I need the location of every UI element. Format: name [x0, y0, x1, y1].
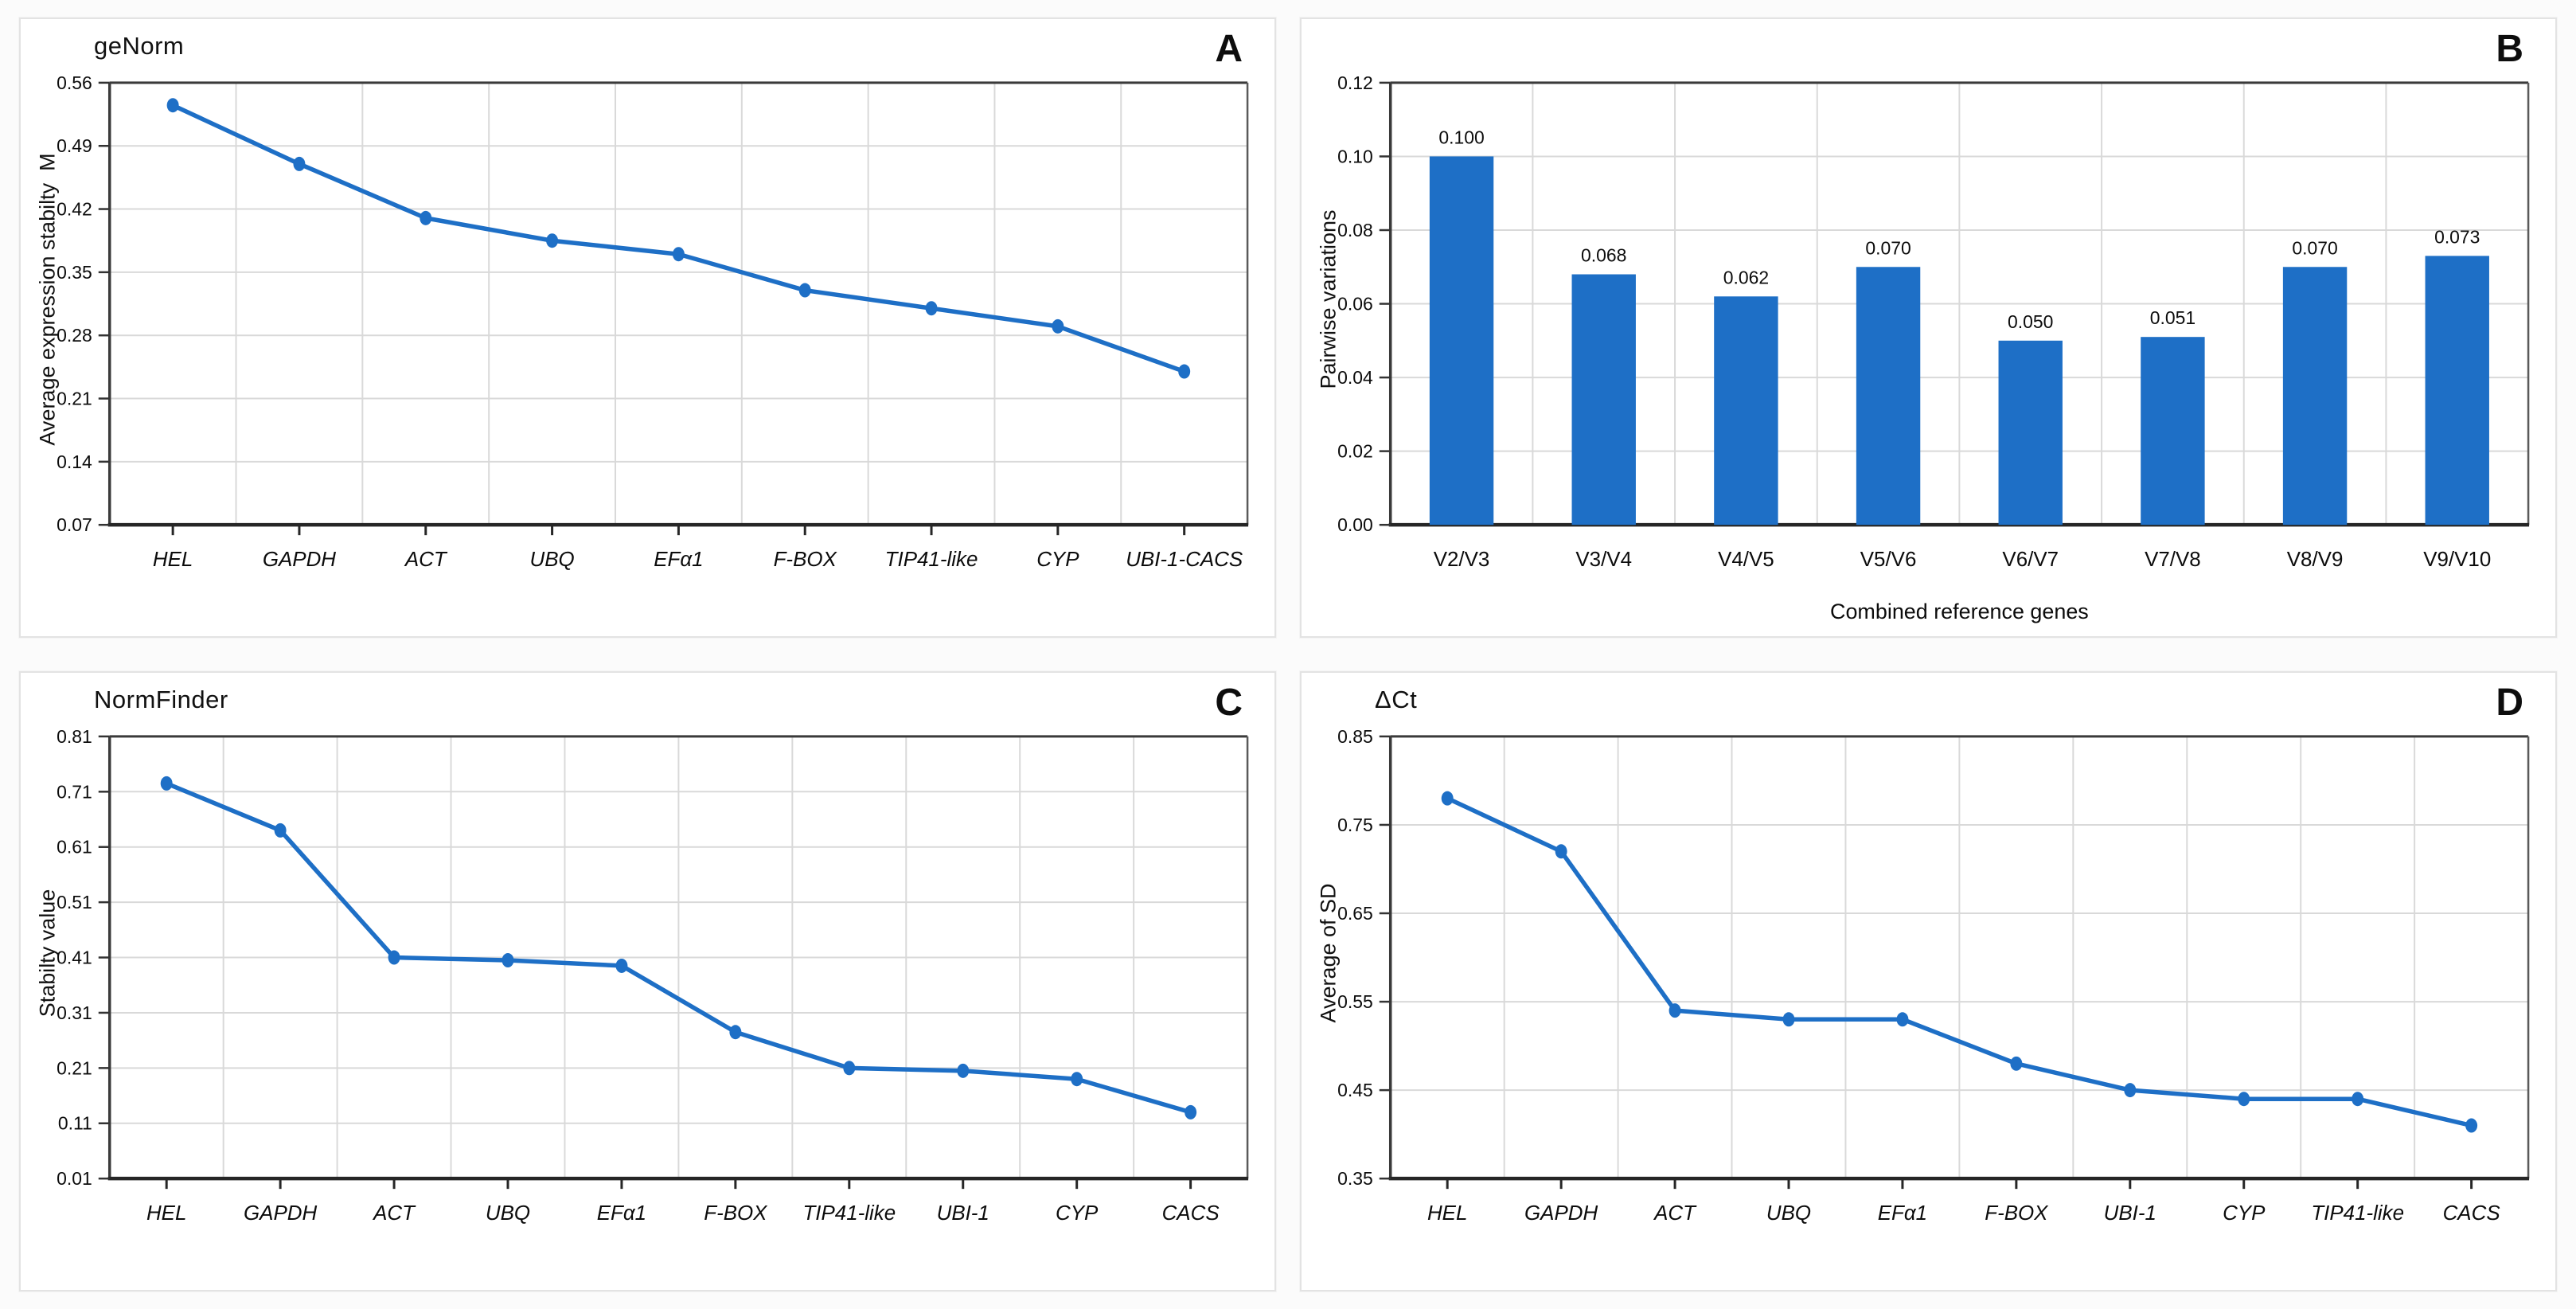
- svg-text:UBI-1: UBI-1: [937, 1202, 989, 1225]
- svg-text:0.04: 0.04: [1337, 367, 1373, 388]
- svg-text:V8/V9: V8/V9: [2287, 549, 2344, 571]
- svg-text:0.45: 0.45: [1337, 1080, 1373, 1100]
- svg-text:0.56: 0.56: [57, 72, 92, 93]
- svg-text:0.06: 0.06: [1337, 294, 1373, 315]
- svg-text:0.14: 0.14: [57, 451, 92, 472]
- svg-text:0.062: 0.062: [1723, 267, 1769, 287]
- svg-text:0.08: 0.08: [1337, 220, 1373, 240]
- svg-text:0.07: 0.07: [57, 514, 92, 535]
- pairwise-variation-bar-chart: 0.00 0.02 0.04 0.06 0.08 0.10 0.12 V2/V3 V3/V4 V4…: [1337, 72, 2530, 623]
- chart-title-genorm: geNorm: [94, 32, 185, 60]
- svg-text:TIP41-like: TIP41-like: [2311, 1202, 2404, 1225]
- panel-c-normfinder: NormFinder C Stabilty value 0.01 0.11 0.21…: [19, 671, 1276, 1291]
- svg-text:V2/V3: V2/V3: [1434, 549, 1490, 571]
- chart-title-deltact: ΔCt: [1375, 686, 1418, 713]
- normfinder-line-chart: 0.01 0.11 0.21 0.31 0.41 0.51 0.61 0.71 0.81 HEL G…: [57, 726, 1249, 1225]
- svg-text:UBI-1: UBI-1: [2104, 1202, 2156, 1225]
- svg-text:GAPDH: GAPDH: [244, 1202, 317, 1225]
- svg-text:CYP: CYP: [2223, 1202, 2266, 1225]
- svg-text:HEL: HEL: [153, 549, 193, 571]
- svg-text:HEL: HEL: [146, 1202, 186, 1225]
- svg-text:0.11: 0.11: [58, 1113, 92, 1134]
- svg-text:CACS: CACS: [2443, 1202, 2501, 1225]
- svg-text:0.35: 0.35: [57, 262, 92, 283]
- panel-letter-d: D: [2496, 682, 2523, 724]
- svg-text:F-BOX: F-BOX: [1985, 1202, 2049, 1225]
- svg-text:GAPDH: GAPDH: [263, 549, 336, 571]
- svg-text:0.31: 0.31: [57, 1002, 92, 1023]
- svg-text:CYP: CYP: [1036, 549, 1079, 571]
- svg-text:0.42: 0.42: [57, 199, 92, 220]
- svg-text:ACT: ACT: [1653, 1202, 1697, 1225]
- svg-text:UBQ: UBQ: [486, 1202, 530, 1225]
- svg-text:0.65: 0.65: [1337, 903, 1373, 924]
- delta-ct-line-chart: 0.35 0.45 0.55 0.65 0.75 0.85 HEL GAPDH ACT UBQ EF…: [1337, 726, 2530, 1225]
- svg-text:UBQ: UBQ: [529, 549, 574, 571]
- svg-text:TIP41-like: TIP41-like: [802, 1202, 896, 1225]
- svg-text:0.35: 0.35: [1337, 1168, 1373, 1189]
- svg-text:CYP: CYP: [1056, 1202, 1099, 1225]
- svg-text:0.41: 0.41: [57, 948, 92, 968]
- svg-text:EFα1: EFα1: [597, 1202, 646, 1225]
- svg-text:0.28: 0.28: [57, 325, 92, 346]
- svg-text:V3/V4: V3/V4: [1575, 549, 1632, 571]
- svg-text:0.02: 0.02: [1337, 441, 1373, 462]
- svg-text:0.01: 0.01: [57, 1168, 92, 1189]
- svg-text:0.070: 0.070: [1865, 237, 1911, 258]
- svg-text:0.21: 0.21: [57, 1057, 92, 1078]
- svg-text:TIP41-like: TIP41-like: [885, 549, 978, 571]
- svg-text:V4/V5: V4/V5: [1718, 549, 1774, 571]
- panel-a-genorm: geNorm A Average expression stabilty M 0…: [19, 18, 1276, 638]
- svg-text:0.073: 0.073: [2434, 226, 2480, 247]
- svg-text:0.100: 0.100: [1438, 127, 1484, 147]
- svg-text:ACT: ACT: [372, 1202, 416, 1225]
- svg-text:0.81: 0.81: [57, 726, 92, 747]
- panel-letter-b: B: [2496, 28, 2523, 70]
- svg-text:0.21: 0.21: [57, 389, 92, 409]
- svg-text:0.070: 0.070: [2292, 237, 2337, 258]
- svg-text:V6/V7: V6/V7: [2002, 549, 2059, 571]
- svg-text:0.12: 0.12: [1337, 72, 1373, 93]
- svg-text:V9/V10: V9/V10: [2423, 549, 2491, 571]
- panel-b-pairwise: B Pairwise variations 0.00 0.02 0.04 0.06 0.…: [1300, 18, 2557, 638]
- svg-text:EFα1: EFα1: [654, 549, 703, 571]
- svg-text:F-BOX: F-BOX: [774, 549, 838, 571]
- genorm-line-chart: 0.07 0.14 0.21 0.28 0.35 0.42 0.49 0.56 HEL GAPDH…: [57, 72, 1249, 571]
- svg-text:0.050: 0.050: [2008, 311, 2053, 332]
- svg-text:V7/V8: V7/V8: [2145, 549, 2201, 571]
- svg-text:EFα1: EFα1: [1878, 1202, 1927, 1225]
- svg-text:Combined reference genes: Combined reference genes: [1830, 600, 2089, 623]
- svg-text:0.068: 0.068: [1581, 245, 1626, 266]
- svg-text:CACS: CACS: [1162, 1202, 1220, 1225]
- svg-text:HEL: HEL: [1427, 1202, 1467, 1225]
- chart-title-normfinder: NormFinder: [94, 686, 228, 713]
- svg-text:UBI-1-CACS: UBI-1-CACS: [1126, 549, 1243, 571]
- svg-text:0.10: 0.10: [1337, 146, 1373, 166]
- svg-text:0.55: 0.55: [1337, 991, 1373, 1012]
- svg-text:0.85: 0.85: [1337, 726, 1373, 747]
- panel-d-deltact: ΔCt D Average of SD 0.35 0.45 0.55 0.65 0.75…: [1300, 671, 2557, 1291]
- svg-text:UBQ: UBQ: [1766, 1202, 1811, 1225]
- svg-text:0.51: 0.51: [57, 892, 92, 912]
- svg-text:0.61: 0.61: [57, 837, 92, 858]
- svg-text:ACT: ACT: [404, 549, 448, 571]
- svg-text:0.00: 0.00: [1337, 514, 1373, 535]
- panel-letter-a: A: [1215, 28, 1243, 70]
- svg-text:0.051: 0.051: [2150, 307, 2195, 328]
- svg-text:V5/V6: V5/V6: [1860, 549, 1917, 571]
- svg-text:GAPDH: GAPDH: [1524, 1202, 1598, 1225]
- svg-text:0.75: 0.75: [1337, 815, 1373, 835]
- panel-letter-c: C: [1215, 682, 1243, 724]
- svg-text:F-BOX: F-BOX: [704, 1202, 768, 1225]
- svg-text:0.49: 0.49: [57, 135, 92, 156]
- svg-text:0.71: 0.71: [57, 781, 92, 802]
